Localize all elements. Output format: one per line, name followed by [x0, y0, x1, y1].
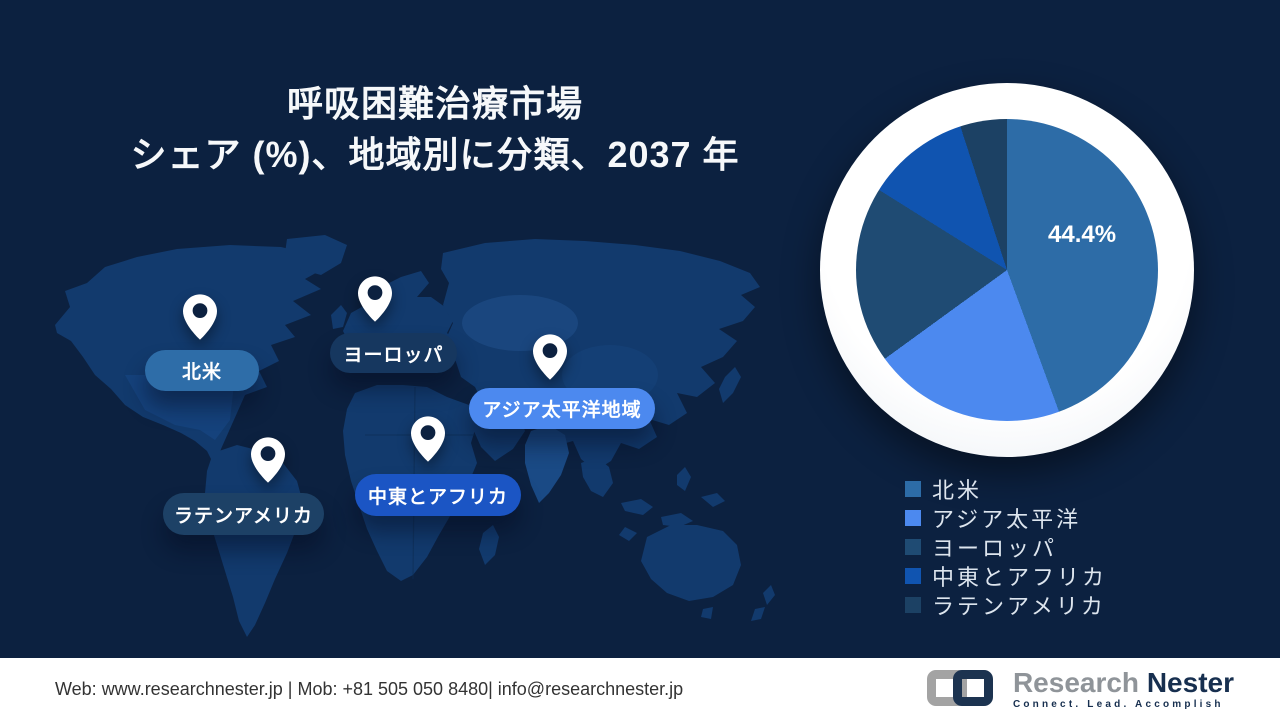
greenland [285, 235, 347, 275]
legend-label: ラテンアメリカ [932, 593, 1106, 619]
location-pin-icon [533, 334, 567, 380]
japan [719, 367, 741, 403]
map-pin-latin-america [251, 437, 285, 483]
map-label-north-america: 北米 [145, 350, 259, 391]
legend-item-europe: ヨーロッパ [905, 532, 1107, 561]
logo-name-nester: Nester [1146, 666, 1234, 698]
legend-label: 北米 [932, 477, 983, 503]
indonesia-islands [619, 467, 725, 541]
us-highlight [125, 375, 235, 440]
world-map [55, 235, 775, 637]
logo-tagline: Connect. Lead. Accomplish [1012, 698, 1224, 710]
legend-swatch [905, 567, 921, 584]
legend-swatch [905, 509, 921, 526]
map-pin-europe [358, 276, 392, 322]
map-pin-middle-east-africa [411, 416, 445, 462]
title-line-2: シェア (%)、地域別に分類、2037 年 [130, 134, 740, 176]
legend-swatch [905, 538, 921, 555]
map-pin-north-america [183, 294, 217, 340]
legend-label: 中東とアフリカ [932, 564, 1108, 590]
map-label-latin-america: ラテンアメリカ [163, 493, 324, 535]
logo-name: Research Nester [1012, 666, 1234, 698]
map-label-asia-pacific: アジア太平洋地域 [469, 388, 655, 429]
legend-swatch [905, 596, 921, 613]
location-pin-icon [183, 294, 217, 340]
legend-item-asia-pacific: アジア太平洋 [905, 503, 1107, 532]
pie-chart-slices [856, 119, 1158, 421]
contact-info: Web: www.researchnester.jp | Mob: +81 50… [55, 678, 684, 699]
map-label-europe: ヨーロッパ [330, 333, 457, 373]
logo-text: Research Nester Connect. Lead. Accomplis… [1012, 666, 1234, 711]
title-line-1: 呼吸困難治療市場 [286, 83, 583, 124]
location-pin-icon [411, 416, 445, 462]
pie-chart: 44.4% [820, 83, 1194, 457]
footer-bar: Web: www.researchnester.jp | Mob: +81 50… [0, 658, 1280, 720]
australia [641, 525, 741, 601]
logo-link-gray [926, 670, 967, 706]
location-pin-icon [358, 276, 392, 322]
pie-slice-data-label: 44.4% [1048, 221, 1117, 248]
research-nester-logo: Research Nester Connect. Lead. Accomplis… [926, 666, 1234, 712]
chart-legend: 北米 アジア太平洋 ヨーロッパ 中東とアフリカ ラテンアメリカ [905, 474, 1107, 619]
logo-name-research: Research [1012, 666, 1140, 698]
map-pin-asia-pacific [533, 334, 567, 380]
logo-chainlink-icon [926, 666, 1001, 712]
location-pin-icon [251, 437, 285, 483]
legend-item-latin-america: ラテンアメリカ [905, 590, 1107, 619]
india [525, 425, 569, 503]
southeast-asia [581, 457, 613, 497]
legend-label: ヨーロッパ [932, 535, 1058, 561]
chart-title: 呼吸困難治療市場 シェア (%)、地域別に分類、2037 年 [35, 78, 835, 180]
legend-item-north-america: 北米 [905, 474, 1107, 503]
logo-link-navy [952, 670, 993, 706]
new-zealand [701, 585, 775, 621]
british-isles [331, 305, 347, 329]
madagascar [479, 525, 499, 565]
legend-item-middle-east-africa: 中東とアフリカ [905, 561, 1107, 590]
map-label-middle-east-africa: 中東とアフリカ [355, 474, 521, 516]
legend-label: アジア太平洋 [932, 506, 1082, 532]
legend-swatch [905, 480, 921, 497]
